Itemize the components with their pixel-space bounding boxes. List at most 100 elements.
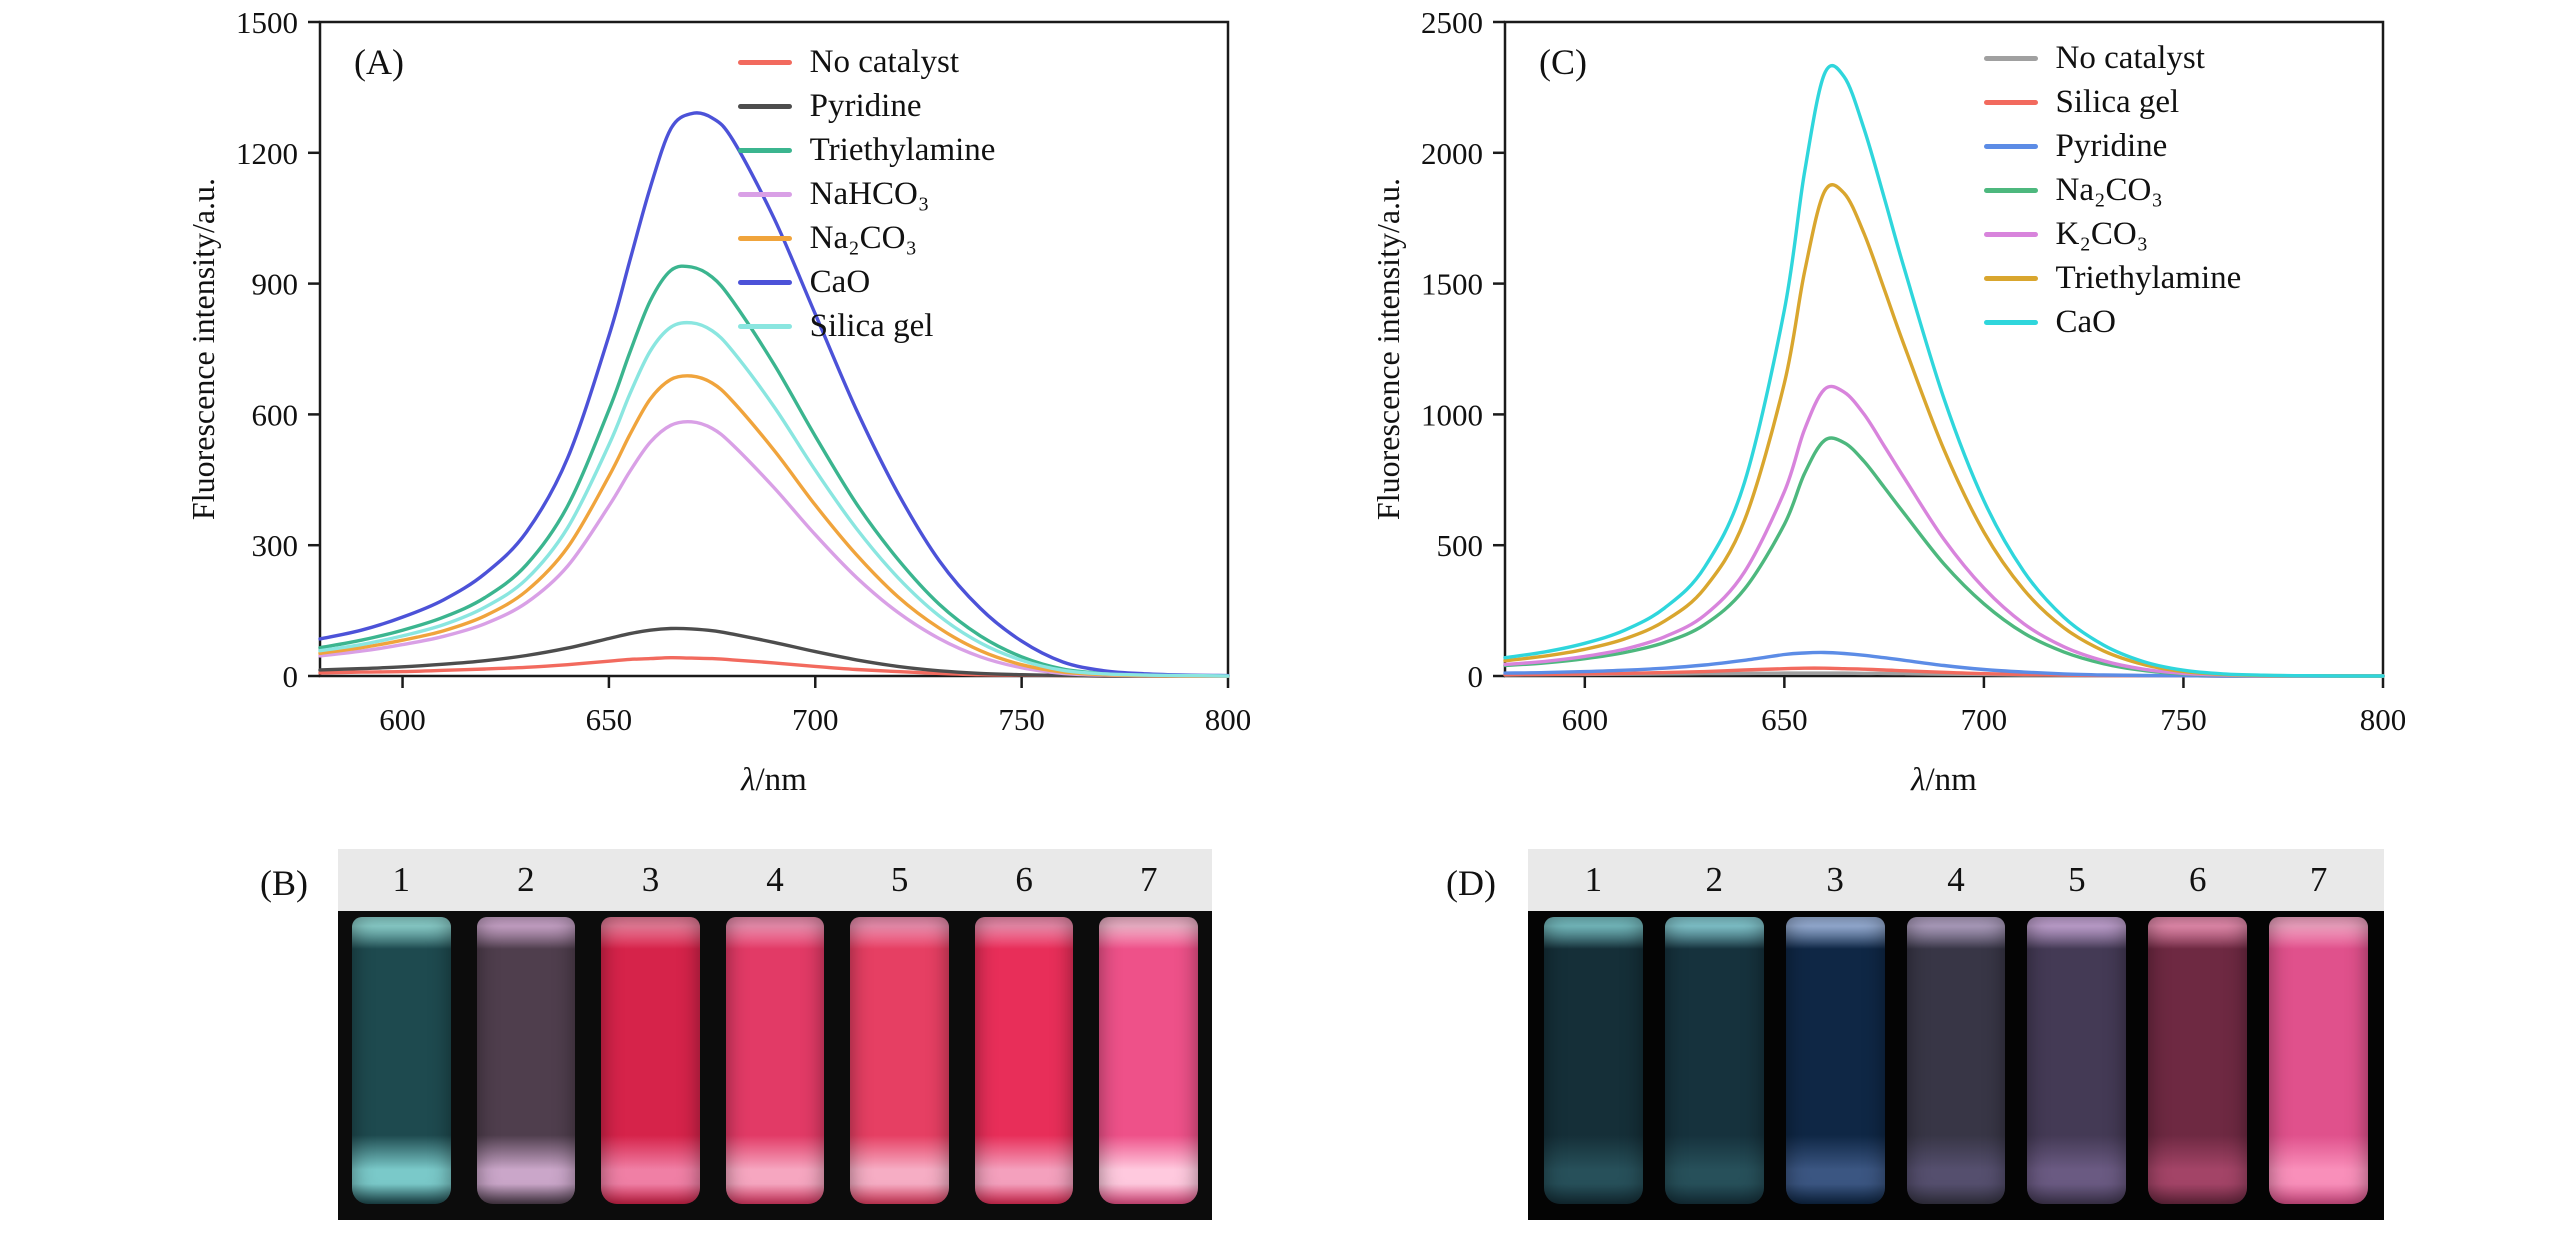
panel-letter: (C) bbox=[1539, 42, 1587, 82]
vial-number: 2 bbox=[1705, 860, 1724, 899]
vial-number: 3 bbox=[1826, 860, 1844, 899]
x-tick-label: 800 bbox=[1205, 702, 1250, 737]
vial bbox=[601, 917, 700, 1204]
y-tick-label: 1000 bbox=[1421, 397, 1483, 432]
vial bbox=[352, 917, 451, 1204]
legend-label: CaO bbox=[2055, 303, 2117, 340]
series-line bbox=[1503, 436, 2385, 678]
vial-number: 1 bbox=[1584, 860, 1603, 899]
vial-number: 4 bbox=[766, 860, 784, 899]
y-axis-label: Fluorescence intensity/a.u. bbox=[185, 178, 221, 520]
legend-label: Pyridine bbox=[809, 87, 922, 124]
legend-item: K₂CO₃ bbox=[1983, 215, 2242, 253]
y-tick-label: 0 bbox=[1468, 659, 1484, 694]
series-line bbox=[318, 374, 1230, 678]
legend-label: No catalyst bbox=[2055, 40, 2205, 76]
legend-label: No catalyst bbox=[809, 44, 960, 80]
legend-item: CaO bbox=[737, 263, 996, 301]
x-tick-label: 700 bbox=[792, 702, 839, 737]
vial bbox=[476, 917, 576, 1204]
y-axis-label: Fluorescence intensity/a.u. bbox=[1370, 178, 1406, 520]
vial-number: 2 bbox=[517, 860, 535, 899]
vial bbox=[2269, 917, 2369, 1204]
x-tick-label: 600 bbox=[379, 702, 426, 737]
legend-label: Silica gel bbox=[2055, 83, 2180, 120]
y-tick-label: 300 bbox=[252, 528, 299, 563]
legend-label: Silica gel bbox=[809, 307, 934, 344]
x-tick-label: 750 bbox=[2160, 702, 2207, 737]
legend-item: CaO bbox=[1983, 303, 2242, 341]
vial bbox=[850, 917, 949, 1204]
legend-swatch bbox=[1983, 187, 2038, 193]
legend-item: Triethylamine bbox=[737, 132, 995, 169]
panel-c-chart-canvas: 600 650 700 750 800 0 500 1000 1500 2000 2500 Fluor… bbox=[1370, 6, 2405, 798]
legend-swatch bbox=[1983, 275, 2038, 281]
y-tick-label: 1500 bbox=[236, 6, 298, 40]
vial bbox=[974, 917, 1074, 1204]
legend-swatch bbox=[737, 103, 792, 109]
legend-swatch bbox=[1983, 143, 2038, 149]
panel-b-number-strip: 1 2 3 4 5 6 7 bbox=[338, 849, 1212, 911]
legend-label: CaO bbox=[809, 263, 871, 300]
panel-letter: (A) bbox=[354, 42, 404, 82]
vial bbox=[2148, 917, 2248, 1204]
x-tick-label: 700 bbox=[1961, 702, 2008, 737]
legend-label: Pyridine bbox=[2055, 127, 2168, 164]
vial-number: 6 bbox=[1015, 860, 1033, 899]
series-line bbox=[318, 320, 1230, 678]
legend-item: Na₂CO₃ bbox=[1983, 171, 2242, 209]
legend-swatch bbox=[737, 147, 792, 153]
legend-label: Na₂CO₃ bbox=[2055, 171, 2163, 208]
legend-item: Silica gel bbox=[737, 307, 996, 345]
series-line bbox=[318, 626, 1230, 678]
y-tick-label: 1200 bbox=[236, 136, 298, 171]
legend-item: Silica gel bbox=[1983, 83, 2242, 121]
legend-label: Na₂CO₃ bbox=[809, 219, 918, 256]
legend-label: K₂CO₃ bbox=[2055, 215, 2149, 252]
x-tick-label: 800 bbox=[2360, 702, 2405, 737]
series-line bbox=[1503, 63, 2385, 678]
panel-d-photo: 1 2 3 4 5 6 7 bbox=[1528, 849, 2384, 1220]
panel-a-legend: No catalyst Pyridine Triethylamine NaHCO₃ Na… bbox=[737, 44, 996, 345]
series-line bbox=[318, 111, 1230, 678]
legend-item: Pyridine bbox=[737, 87, 996, 125]
legend-swatch bbox=[1983, 231, 2038, 237]
x-axis-label: λ/nm bbox=[740, 762, 807, 798]
legend-swatch bbox=[737, 279, 792, 285]
legend-swatch bbox=[737, 191, 792, 197]
series-line bbox=[1503, 183, 2385, 678]
legend-item: No catalyst bbox=[1983, 40, 2242, 77]
x-tick-label: 600 bbox=[1562, 702, 1609, 737]
x-tick-label: 750 bbox=[998, 702, 1045, 737]
vial-number: 7 bbox=[2309, 860, 2328, 899]
legend-swatch bbox=[737, 235, 792, 241]
legend-item: Pyridine bbox=[1983, 127, 2242, 165]
panel-c-legend: No catalyst Silica gel Pyridine Na₂CO₃ K₂CO₃… bbox=[1983, 40, 2242, 341]
panel-c-chart: 600 650 700 750 800 0 500 1000 1500 2000 2500 Fluor… bbox=[1355, 6, 2405, 806]
vial bbox=[1544, 917, 1643, 1204]
legend-swatch bbox=[1983, 55, 2038, 61]
panel-a-chart-canvas: 600 650 700 750 800 0 300 600 900 1200 1500 Fluores… bbox=[185, 6, 1250, 798]
series-line bbox=[1503, 384, 2385, 678]
y-tick-label: 600 bbox=[252, 397, 299, 432]
series-line bbox=[318, 419, 1230, 678]
y-tick-label: 500 bbox=[1437, 528, 1484, 563]
plot-box bbox=[318, 20, 1230, 678]
x-tick-label: 650 bbox=[586, 702, 633, 737]
legend-item: No catalyst bbox=[737, 44, 996, 81]
legend-swatch bbox=[1983, 99, 2038, 105]
y-tick-label: 0 bbox=[283, 659, 299, 694]
legend-label: Triethylamine bbox=[2055, 259, 2242, 296]
legend-item: Na₂CO₃ bbox=[737, 219, 996, 257]
vial bbox=[1785, 917, 1885, 1204]
x-axis-label: λ/nm bbox=[1910, 762, 1977, 798]
vial bbox=[1664, 917, 1764, 1204]
plot-box bbox=[1503, 20, 2385, 678]
vial-number: 4 bbox=[1947, 860, 1965, 899]
x-tick-label: 650 bbox=[1761, 702, 1808, 737]
y-tick-label: 1500 bbox=[1421, 267, 1483, 302]
panel-b-photo: 1 2 3 4 5 6 7 bbox=[338, 849, 1212, 1220]
y-tick-label: 2500 bbox=[1421, 6, 1483, 40]
vial bbox=[1099, 917, 1199, 1204]
panel-d-number-strip: 1 2 3 4 5 6 7 bbox=[1528, 849, 2384, 911]
